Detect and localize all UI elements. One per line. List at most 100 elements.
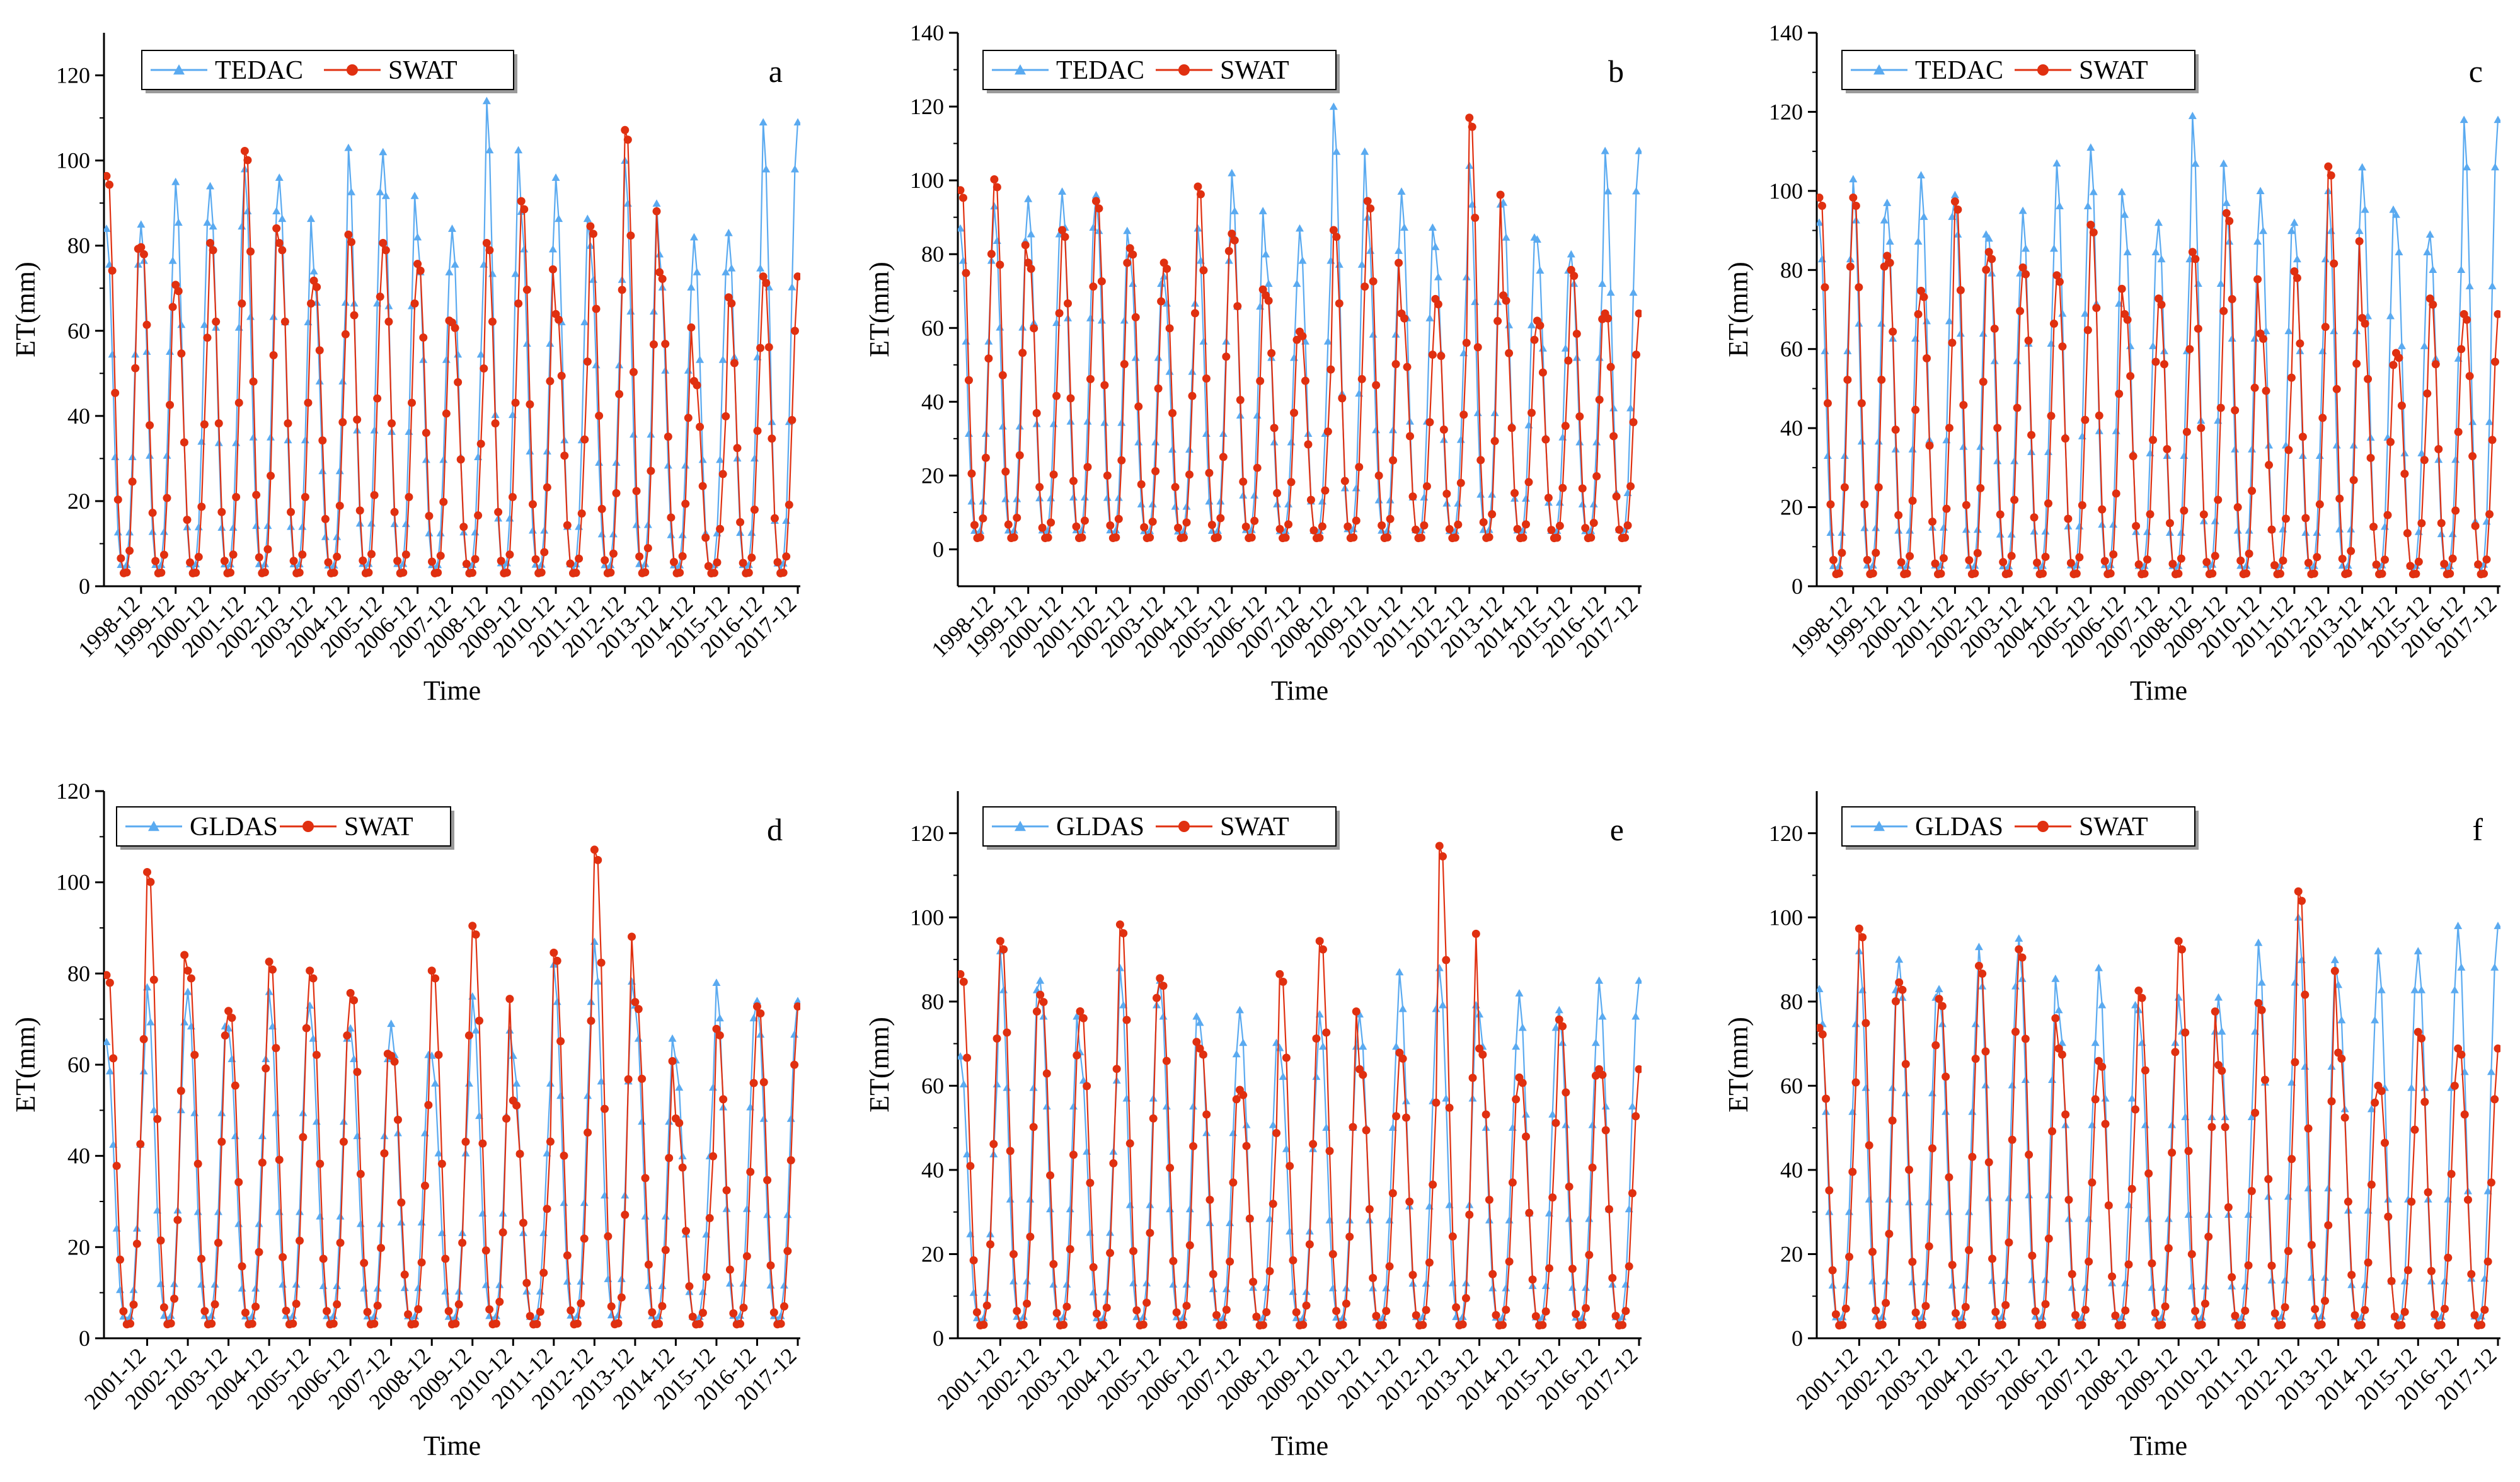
point-swat xyxy=(1461,1294,1470,1302)
point-swat xyxy=(990,175,999,184)
point-swat xyxy=(710,569,718,577)
point-gldas xyxy=(2098,1000,2107,1009)
y-tick-label: 20 xyxy=(1780,495,1803,520)
point-tedac xyxy=(275,173,284,181)
point-swat xyxy=(1541,435,1550,444)
point-tedac xyxy=(1840,451,1849,460)
point-swat xyxy=(434,1050,443,1059)
point-swat xyxy=(1162,1057,1171,1065)
point-swat xyxy=(681,499,690,508)
point-swat xyxy=(2184,1147,2193,1155)
point-tedac xyxy=(1838,528,1846,536)
point-tedac xyxy=(1451,526,1459,535)
point-tedac xyxy=(606,560,615,569)
point-swat xyxy=(1855,283,1863,292)
point-gldas xyxy=(1189,1102,1198,1110)
point-swat xyxy=(2174,569,2183,578)
point-gldas xyxy=(2041,1275,2050,1283)
point-swat xyxy=(174,287,183,296)
point-tedac xyxy=(540,526,549,534)
point-swat xyxy=(676,568,684,577)
point-swat xyxy=(563,521,572,530)
point-gldas xyxy=(1139,1312,1148,1321)
point-tedac xyxy=(318,466,327,475)
point-tedac xyxy=(1123,226,1132,234)
point-tedac xyxy=(790,165,799,173)
point-swat xyxy=(560,451,569,460)
point-swat xyxy=(958,186,965,195)
point-gldas xyxy=(2218,1027,2226,1035)
point-swat xyxy=(2024,336,2033,345)
point-tedac xyxy=(1936,561,1945,569)
point-tedac xyxy=(2256,187,2265,195)
point-swat xyxy=(194,553,203,562)
point-swat xyxy=(350,996,359,1005)
point-swat xyxy=(2191,255,2200,263)
point-swat xyxy=(304,398,313,407)
legend-label-swat: SWAT xyxy=(2079,56,2148,85)
point-tedac xyxy=(750,454,759,462)
point-swat xyxy=(1923,354,1931,362)
point-swat xyxy=(539,1268,548,1277)
point-swat xyxy=(1855,924,1863,933)
point-gldas xyxy=(316,1212,325,1220)
point-swat xyxy=(1139,1320,1148,1329)
point-swat xyxy=(2197,424,2206,432)
point-tedac xyxy=(2233,526,2242,534)
point-swat xyxy=(404,1310,413,1319)
point-swat xyxy=(1168,408,1177,417)
point-gldas xyxy=(2298,956,2306,963)
point-tedac xyxy=(1962,525,1971,533)
point-swat xyxy=(1818,1030,1827,1039)
point-tedac xyxy=(623,199,632,207)
point-tedac xyxy=(1366,246,1375,254)
point-tedac xyxy=(2332,441,2341,449)
point-swat xyxy=(1129,250,1137,259)
point-swat xyxy=(2424,1188,2432,1196)
point-gldas xyxy=(2384,1195,2393,1203)
point-swat xyxy=(2423,389,2432,398)
y-tick-label: 120 xyxy=(910,821,944,846)
point-swat xyxy=(2293,274,2301,282)
point-tedac xyxy=(626,307,635,315)
point-swat xyxy=(1338,1320,1347,1329)
point-swat xyxy=(464,1031,473,1040)
point-swat xyxy=(2397,402,2406,410)
point-swat xyxy=(2284,1247,2293,1256)
point-swat xyxy=(1611,1311,1620,1320)
point-tedac xyxy=(2395,248,2403,255)
point-swat xyxy=(1618,1321,1627,1329)
point-swat xyxy=(2027,431,2036,439)
point-swat xyxy=(1349,533,1358,542)
point-swat xyxy=(1363,197,1372,206)
point-swat xyxy=(2454,1044,2463,1053)
point-swat xyxy=(108,266,117,275)
point-swat xyxy=(364,568,373,577)
point-swat xyxy=(1558,1022,1567,1031)
point-swat xyxy=(2025,1150,2034,1159)
point-swat xyxy=(2313,553,2322,562)
point-swat xyxy=(1343,522,1352,531)
point-swat xyxy=(1877,375,1886,384)
point-swat xyxy=(2270,1309,2279,1317)
point-swat xyxy=(1888,1116,1897,1125)
point-gldas xyxy=(2454,922,2463,929)
point-swat xyxy=(183,966,192,975)
point-swat xyxy=(2049,320,2058,328)
point-gldas xyxy=(2420,1083,2429,1091)
point-swat xyxy=(1435,842,1444,850)
point-tedac xyxy=(2485,417,2494,425)
point-tedac xyxy=(2075,522,2084,530)
point-swat xyxy=(146,421,154,430)
point-swat xyxy=(1222,1305,1231,1314)
point-swat xyxy=(1950,197,1959,206)
point-tedac xyxy=(2242,561,2251,569)
point-swat xyxy=(1089,1263,1098,1271)
point-gldas xyxy=(104,1038,111,1046)
point-swat xyxy=(309,276,318,285)
point-swat xyxy=(981,453,990,462)
point-swat xyxy=(414,1305,423,1314)
point-swat xyxy=(353,1068,362,1077)
point-swat xyxy=(2321,323,2330,332)
point-swat xyxy=(1990,324,1999,333)
